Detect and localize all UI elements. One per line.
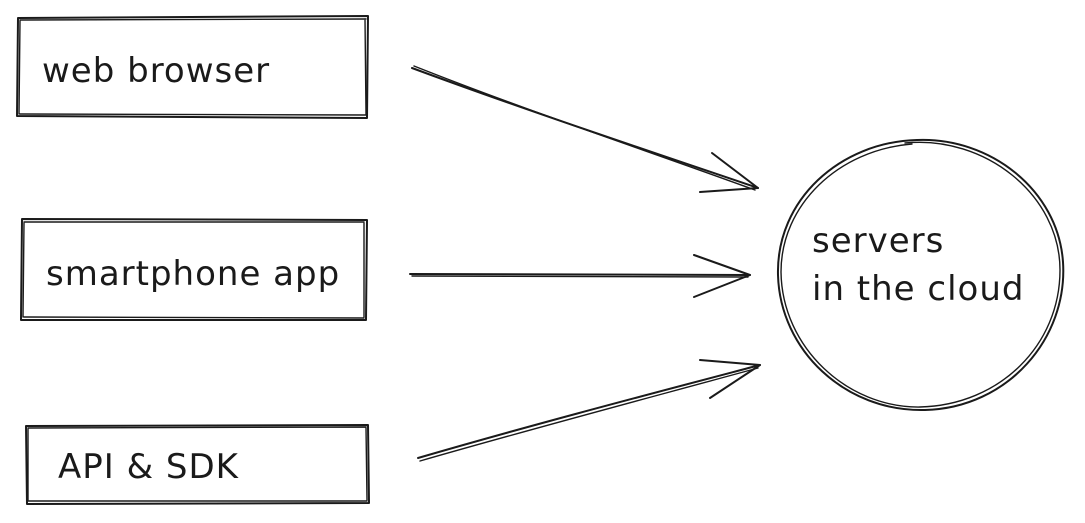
node-api-sdk-box-overstroke [27,426,368,502]
node-servers-label-line2: in the cloud [812,269,1024,309]
arrow-smartphone-app-shaft-overstroke [411,275,749,278]
arrow-api-sdk-shaft [417,364,761,459]
arrow-smartphone-app-shaft [409,273,751,276]
node-smartphone-app: smartphone app [20,218,368,321]
edge-web-browser-to-servers [411,65,759,193]
node-api-sdk: API & SDK [25,424,370,505]
arrow-smartphone-app-head [693,254,751,298]
arrow-web-browser-shaft-overstroke [413,65,756,191]
arrow-api-sdk-head [699,359,761,399]
edge-smartphone-app-to-servers [409,254,751,298]
node-smartphone-app-box-overstroke [22,221,365,319]
node-smartphone-app-label: smartphone app [46,254,340,294]
node-web-browser: web browser [16,15,369,119]
node-servers-circle-overstroke [780,141,1061,408]
node-servers-in-the-cloud: servers in the cloud [776,138,1065,412]
node-web-browser-box [16,15,369,119]
arrow-web-browser-shaft [411,67,759,189]
node-api-sdk-box [25,424,370,505]
node-servers-circle [776,138,1065,412]
node-smartphone-app-box [20,218,368,321]
node-servers-label-line1: servers [812,221,944,261]
node-web-browser-label: web browser [42,51,270,91]
node-api-sdk-label: API & SDK [58,447,240,487]
node-web-browser-box-overstroke [18,18,367,116]
edge-api-sdk-to-servers [417,359,761,462]
arrow-web-browser-head [699,152,759,193]
arrow-api-sdk-shaft-overstroke [419,367,759,462]
